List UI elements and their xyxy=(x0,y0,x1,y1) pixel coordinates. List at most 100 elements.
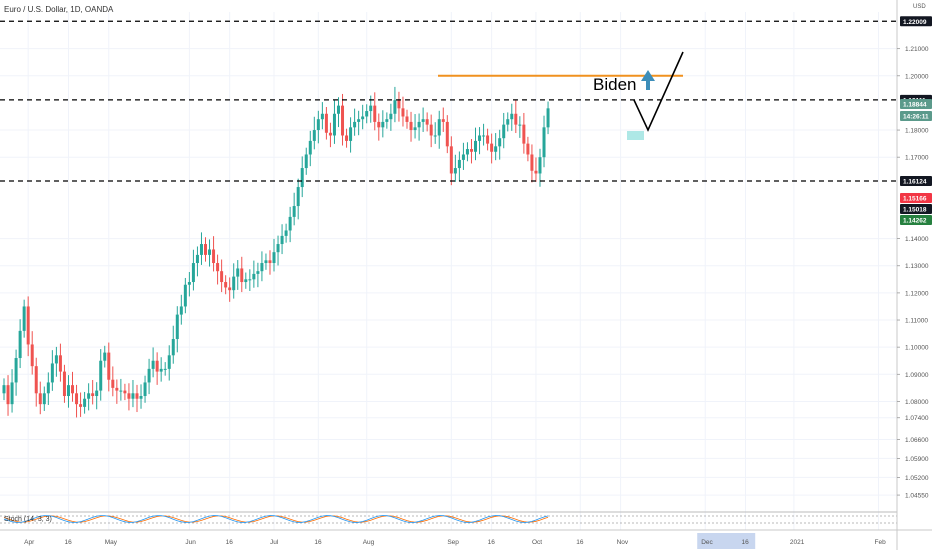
candle-body xyxy=(18,330,22,359)
candle-body xyxy=(510,113,514,120)
candle-body xyxy=(46,382,50,394)
candle-body xyxy=(34,366,38,394)
candle-body xyxy=(139,396,143,399)
candle-body xyxy=(308,140,312,155)
up-arrow-shaft[interactable] xyxy=(646,80,650,90)
x-tick-label[interactable]: 16 xyxy=(576,539,584,546)
highlight-box[interactable] xyxy=(627,131,644,140)
y-tick-label: 1.10000 xyxy=(905,345,929,352)
price-tag[interactable] xyxy=(900,111,932,121)
candle-body xyxy=(502,124,506,139)
y-tick-label: 1.18000 xyxy=(905,128,929,135)
candle-body xyxy=(195,254,199,264)
candle-body xyxy=(538,157,542,174)
candle-body xyxy=(316,119,320,131)
stoch-label: Stoch (14, 3, 3) xyxy=(4,516,52,523)
candle-body xyxy=(123,390,127,394)
candle-body xyxy=(296,187,300,207)
x-tick-label[interactable]: 16 xyxy=(64,539,72,546)
candle-body xyxy=(208,249,212,255)
candle-body xyxy=(461,154,465,160)
candle-body xyxy=(248,279,252,281)
price-tag[interactable] xyxy=(900,99,932,109)
currency-label: USD xyxy=(913,4,926,10)
candle-body xyxy=(66,385,70,397)
candle-body xyxy=(421,119,425,122)
candle-body xyxy=(216,263,220,272)
stoch-d-line xyxy=(3,515,549,523)
y-tick-label: 1.05200 xyxy=(905,475,929,482)
x-tick-label[interactable]: Feb xyxy=(875,539,887,546)
price-tag[interactable] xyxy=(900,193,932,203)
x-tick-label[interactable]: 16 xyxy=(488,539,496,546)
candle-body xyxy=(365,111,369,117)
candle-body xyxy=(232,276,236,291)
candle-body xyxy=(26,306,30,345)
price-axis[interactable]: 1.21000 1.20000 1.18000 1.17000 1.14000 1.130… xyxy=(896,0,932,550)
x-tick-label[interactable]: Jun xyxy=(185,539,196,546)
candle-body xyxy=(336,105,340,114)
candle-body xyxy=(103,352,107,361)
price-tag[interactable] xyxy=(900,16,932,27)
candle-body xyxy=(240,268,244,283)
x-tick-label[interactable]: 2021 xyxy=(790,539,805,546)
y-tick-label: 1.04550 xyxy=(905,493,929,500)
candle-body xyxy=(58,355,62,372)
candle-body xyxy=(345,135,349,141)
price-tag[interactable] xyxy=(900,204,932,214)
y-tick-label: 1.06600 xyxy=(905,437,929,444)
candle-body xyxy=(212,249,216,264)
candle-body xyxy=(401,108,405,117)
price-tag[interactable] xyxy=(900,215,932,225)
candle-body xyxy=(183,284,187,307)
time-axis[interactable]: Apr 16 May Jun 16 Jul 16 Aug Sep 16 Oct 16 Nov Dec 16 2… xyxy=(0,529,932,549)
candle-body xyxy=(167,355,171,369)
candle-body xyxy=(99,360,103,391)
candle-body xyxy=(453,168,457,174)
grid xyxy=(0,12,897,530)
x-tick-label[interactable]: Nov xyxy=(617,539,629,546)
x-tick-label[interactable]: Oct xyxy=(532,539,542,546)
candle-body xyxy=(30,344,34,367)
candle-body xyxy=(284,230,288,236)
up-arrow-icon[interactable] xyxy=(641,70,655,81)
x-tick-label[interactable]: 16 xyxy=(314,539,322,546)
candle-body xyxy=(38,393,42,405)
candle-body xyxy=(433,135,437,137)
candle-body xyxy=(163,368,167,370)
candle-body xyxy=(324,113,328,133)
candle-body xyxy=(328,132,332,136)
candle-body xyxy=(332,113,336,136)
x-tick-label[interactable]: Dec xyxy=(701,539,713,546)
candle-body xyxy=(474,140,478,152)
x-tick-label[interactable]: 16 xyxy=(226,539,234,546)
horizontal-lines[interactable] xyxy=(0,20,897,182)
x-tick-label[interactable]: Jul xyxy=(270,539,279,546)
candle-body xyxy=(256,271,260,274)
x-tick-label[interactable]: 16 xyxy=(742,539,750,546)
price-tag[interactable] xyxy=(900,175,932,186)
candle-body xyxy=(199,244,203,255)
candle-body xyxy=(14,358,18,383)
overlay-drawings[interactable] xyxy=(438,51,684,140)
candle-body xyxy=(107,352,111,380)
candle-body xyxy=(389,113,393,120)
candle-body xyxy=(369,105,373,112)
x-tick-label[interactable]: Apr xyxy=(24,539,35,546)
candle-body xyxy=(518,124,522,126)
candle-body xyxy=(490,143,494,152)
candle-body xyxy=(159,368,163,372)
x-tick-label[interactable]: Aug xyxy=(363,539,375,546)
x-tick-label[interactable]: May xyxy=(105,539,118,546)
candle-body xyxy=(393,100,397,114)
biden-annotation[interactable]: Biden xyxy=(593,75,636,94)
price-tag-text: 1.16124 xyxy=(903,178,927,185)
price-tag-text: 14:26:11 xyxy=(903,114,929,121)
projection-path[interactable] xyxy=(633,51,684,132)
y-tick-label: 1.09000 xyxy=(905,372,929,379)
candle-body xyxy=(62,371,66,397)
y-tick-label: 1.14000 xyxy=(905,236,929,243)
x-tick-label[interactable]: Sep xyxy=(447,539,459,546)
price-tag-text: 1.15166 xyxy=(903,196,927,203)
